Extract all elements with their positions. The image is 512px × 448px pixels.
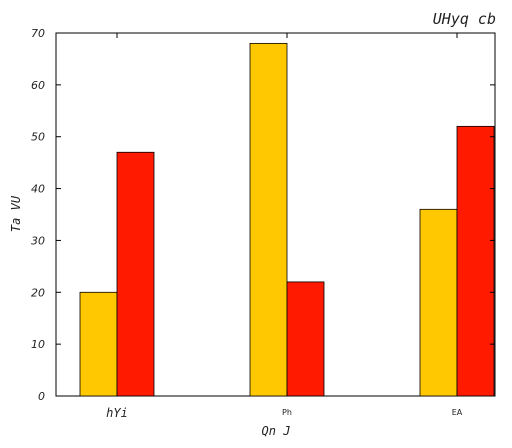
x-tick-label-ea: EA: [452, 408, 463, 417]
plot-area: 0 10 20 30 40 50 60 70 hYi Ph EA: [31, 27, 496, 420]
x-axis-label: Qn J: [262, 424, 291, 438]
bar-series1-ph: [249, 42, 288, 397]
y-tick-label: 30: [31, 234, 45, 247]
y-tick-label: 40: [31, 183, 45, 196]
y-tick-label: 50: [31, 131, 45, 144]
x-axis-ticks: hYi Ph EA: [106, 33, 463, 420]
bars-layer: [79, 42, 495, 397]
bar-series1-hyi: [79, 291, 118, 397]
x-tick-label-hyi: hYi: [106, 406, 128, 420]
bar-series1-ea: [419, 208, 458, 397]
y-tick-label: 10: [31, 338, 45, 351]
chart-title: UHyq cb: [433, 10, 496, 28]
y-tick-label: 0: [38, 390, 45, 403]
x-tick-label-ph: Ph: [282, 408, 292, 417]
bar-series2-ea: [456, 125, 495, 397]
y-axis-label: Ta VU: [9, 195, 23, 232]
y-axis-ticks: 0 10 20 30 40 50 60 70: [31, 27, 495, 403]
y-tick-label: 20: [31, 286, 45, 299]
bar-series2-ph: [286, 281, 325, 397]
y-tick-label: 70: [31, 27, 45, 40]
bar-series2-hyi: [116, 151, 155, 397]
y-tick-label: 60: [31, 79, 45, 92]
